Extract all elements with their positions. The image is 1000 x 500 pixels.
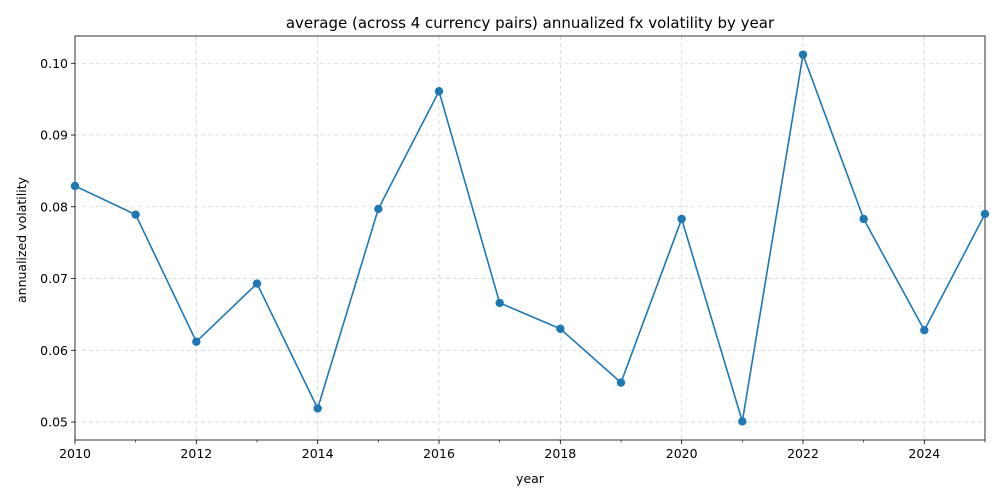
y-tick-label: 0.06 xyxy=(40,343,68,358)
x-tick-label: 2018 xyxy=(544,446,576,461)
chart-title: average (across 4 currency pairs) annual… xyxy=(286,14,775,32)
y-axis-label: annualized volatility xyxy=(14,176,29,303)
data-point xyxy=(677,214,686,224)
x-tick-label: 2022 xyxy=(787,446,819,461)
y-tick-label: 0.07 xyxy=(40,271,68,286)
axes xyxy=(74,35,986,441)
data-point xyxy=(131,210,140,219)
data-point xyxy=(980,209,990,219)
x-tick-label: 2012 xyxy=(180,446,212,461)
y-tick-label: 0.08 xyxy=(40,199,68,214)
x-axis-label: year xyxy=(516,471,545,486)
y-tick-label: 0.05 xyxy=(40,415,68,430)
grid xyxy=(74,36,985,440)
data-point xyxy=(374,204,383,214)
data-point xyxy=(556,324,565,333)
x-tick-label: 2016 xyxy=(423,446,455,461)
data-point xyxy=(616,378,626,387)
x-tick-label: 2014 xyxy=(302,446,334,461)
x-tick-label: 2020 xyxy=(666,446,698,461)
data-point xyxy=(313,404,322,413)
x-tick-label: 2010 xyxy=(59,446,91,461)
data-point xyxy=(798,50,808,59)
y-tick-label: 0.10 xyxy=(40,56,68,71)
ticks: 0.05 0.06 0.07 0.08 0.09 0.10 2010 2012 2014 2016… xyxy=(40,56,986,461)
data-point xyxy=(434,87,444,96)
data-point xyxy=(70,181,80,191)
data-point xyxy=(738,417,747,426)
series xyxy=(70,50,990,426)
data-point xyxy=(495,298,504,308)
data-point xyxy=(920,326,929,335)
plot-frame xyxy=(74,35,986,441)
data-point xyxy=(859,214,868,224)
y-tick-label: 0.09 xyxy=(40,128,68,143)
data-point xyxy=(252,279,262,288)
series-line xyxy=(74,51,986,422)
x-tick-label: 2024 xyxy=(908,446,940,461)
data-point xyxy=(192,337,201,346)
